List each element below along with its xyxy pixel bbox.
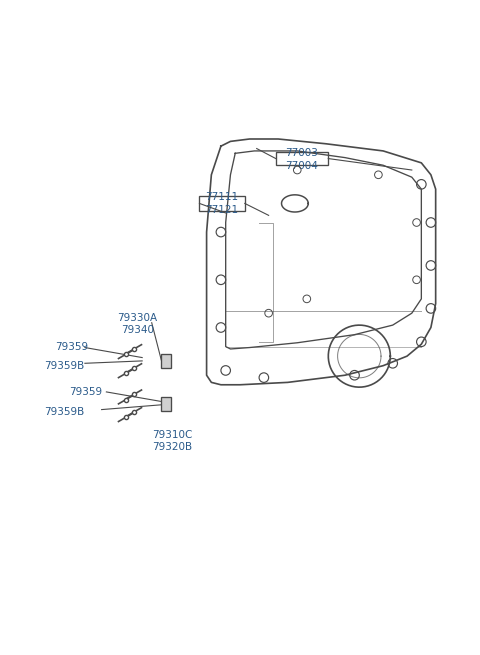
Text: 79359: 79359 [55,342,88,352]
Text: 79359B: 79359B [44,407,84,417]
Text: 79359: 79359 [69,387,102,397]
Text: 77111
77121: 77111 77121 [205,192,239,215]
Text: 79359B: 79359B [44,361,84,371]
Polygon shape [161,354,171,368]
Text: 77003
77004: 77003 77004 [285,148,318,171]
Text: 79330A
79340: 79330A 79340 [117,313,157,335]
Text: 79310C
79320B: 79310C 79320B [152,430,192,453]
Polygon shape [161,397,171,411]
